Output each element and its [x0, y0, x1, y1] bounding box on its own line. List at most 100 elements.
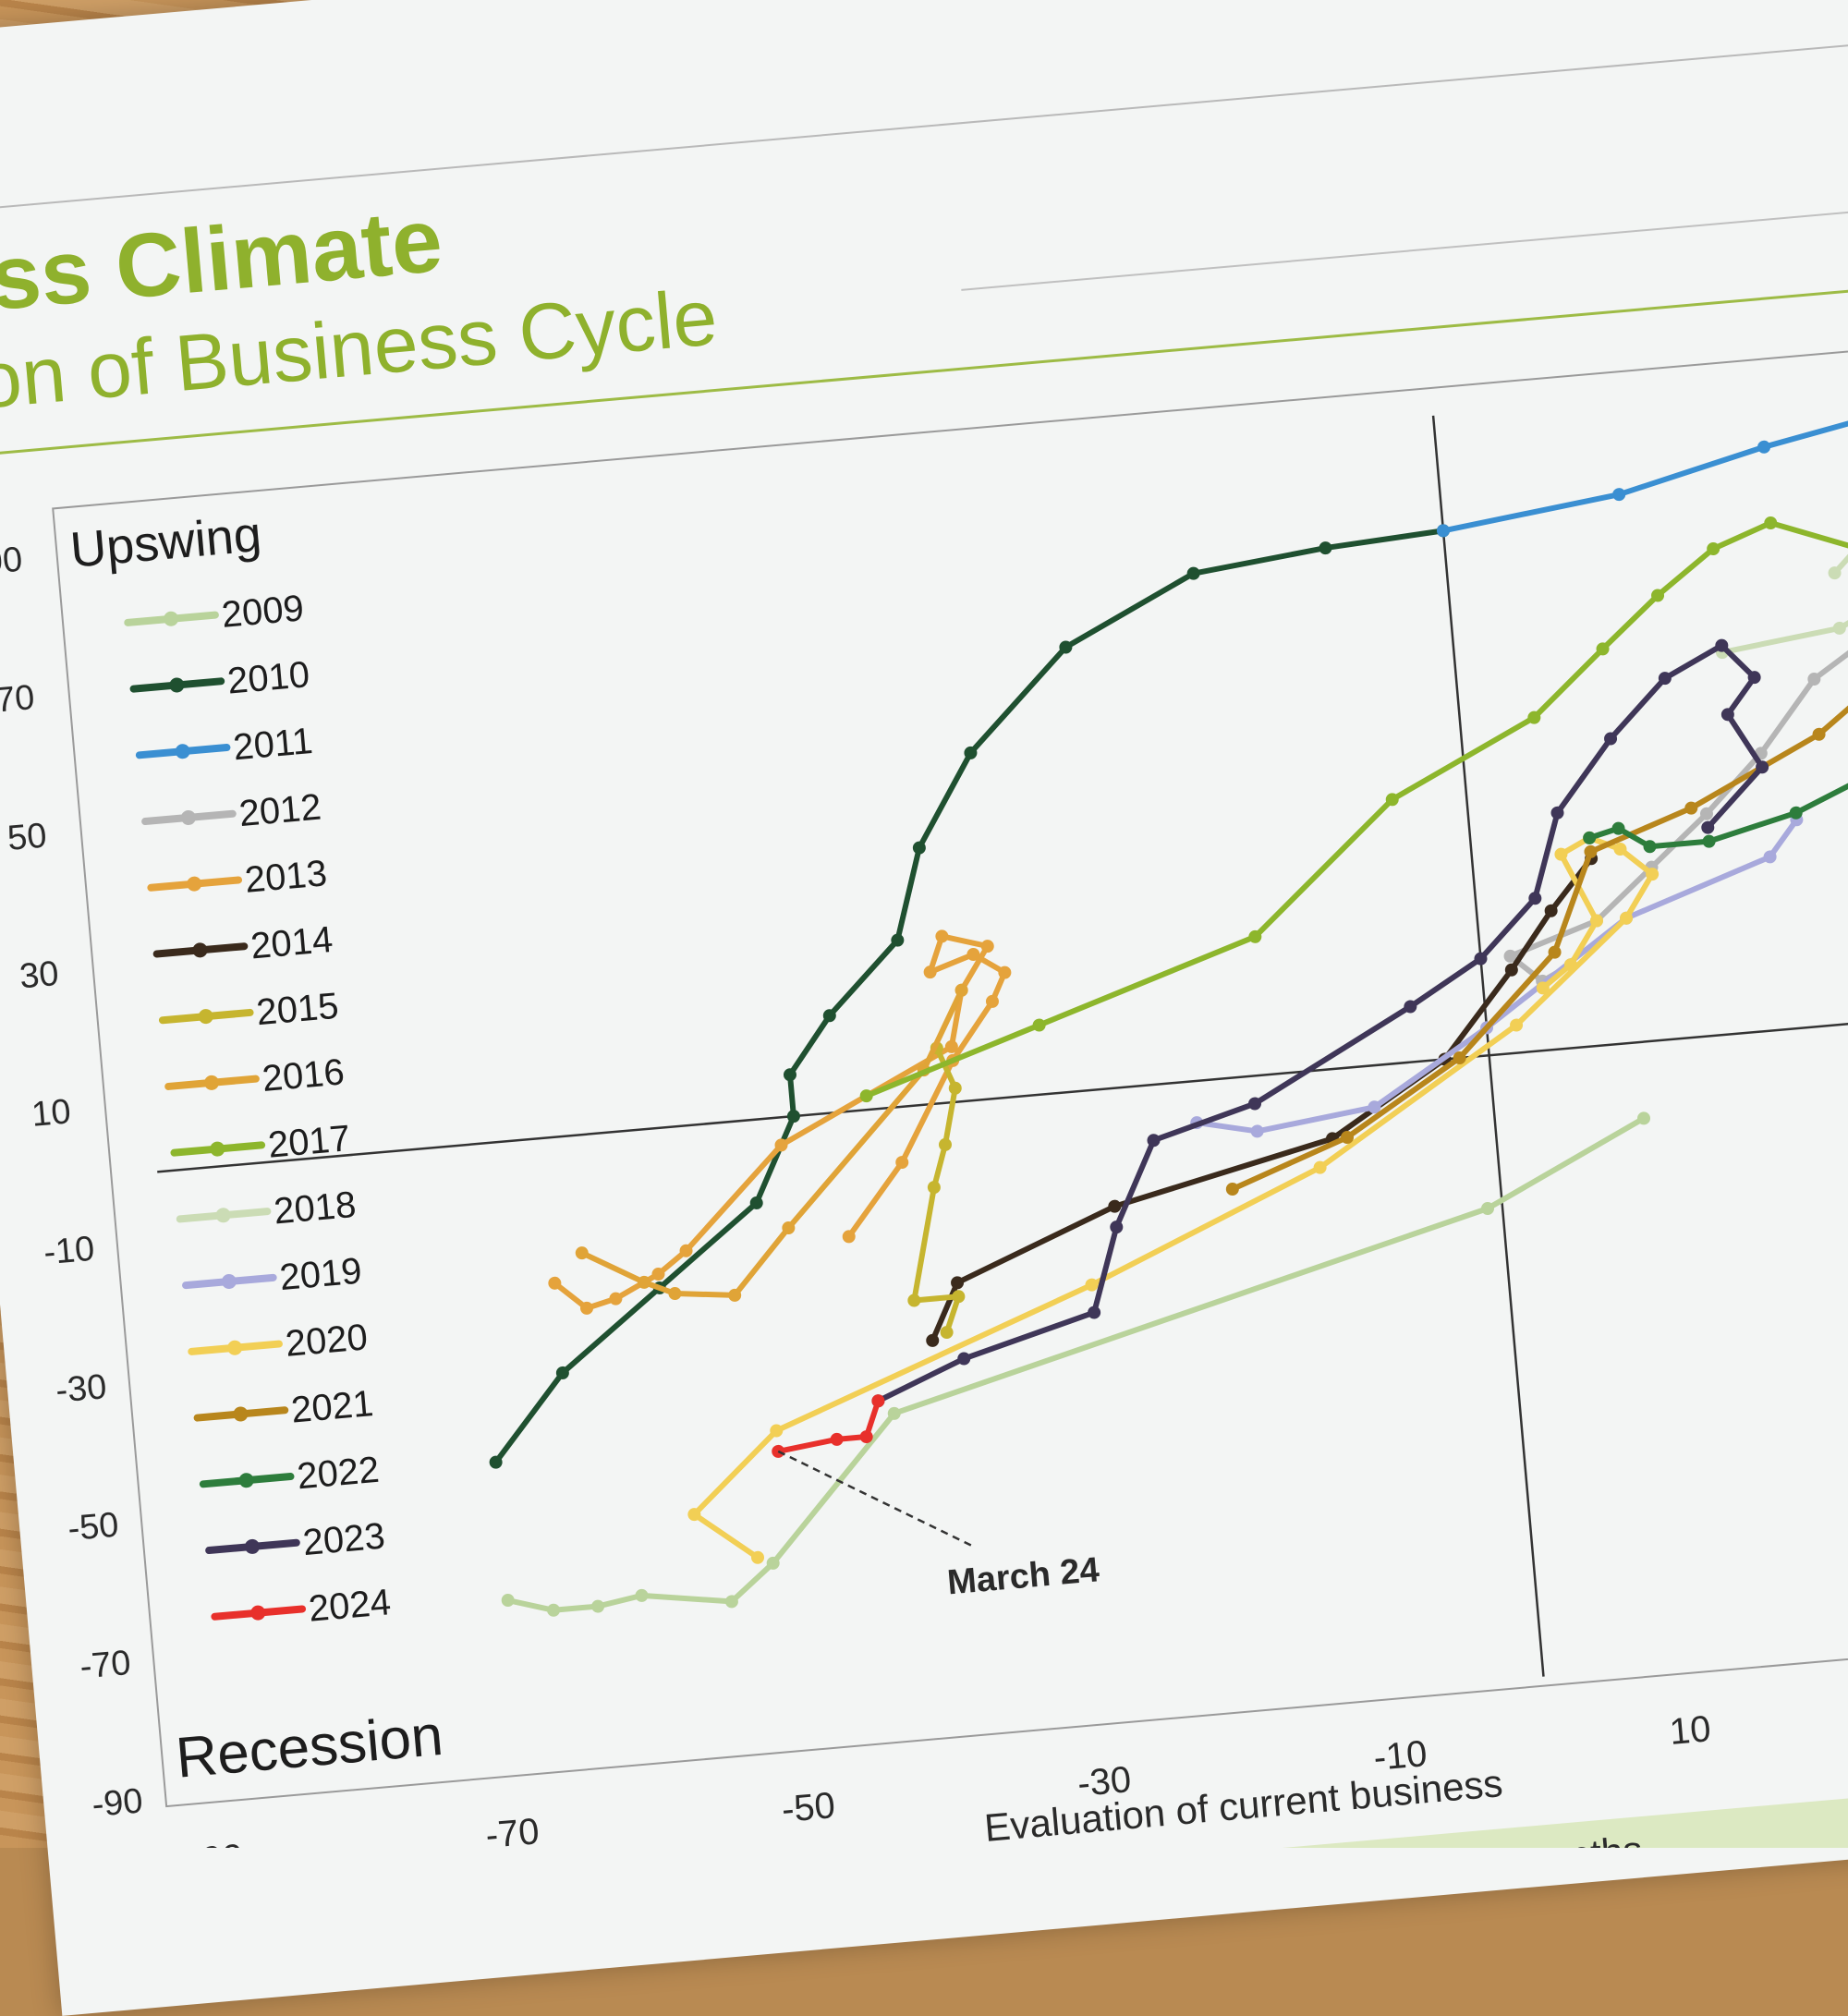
data-point-2021 — [1453, 1051, 1466, 1065]
legend-label-2023: 2023 — [301, 1515, 386, 1563]
data-point-2013 — [998, 965, 1012, 979]
legend-label-2020: 2020 — [284, 1317, 369, 1365]
x-tick-label: -70 — [484, 1811, 541, 1848]
recession-label: Recession — [174, 1704, 445, 1791]
data-point-2013 — [580, 1301, 594, 1315]
data-point-2013 — [548, 1276, 562, 1290]
data-point-2022 — [1611, 821, 1625, 835]
data-point-2013 — [609, 1292, 623, 1306]
legend-label-2013: 2013 — [243, 853, 328, 901]
data-point-2011 — [1612, 488, 1626, 502]
data-point-2020 — [1646, 868, 1660, 881]
y-tick-label: 90 — [0, 540, 24, 583]
data-point-2012 — [1699, 807, 1713, 820]
data-point-2009 — [501, 1594, 515, 1608]
legend-label-2014: 2014 — [249, 919, 334, 967]
y-tick-label: -70 — [79, 1644, 132, 1687]
x-tick-label: -50 — [780, 1785, 836, 1830]
business-cycle-chart: ness Climate ation of Business Cycle 907… — [0, 39, 1848, 1961]
data-point-2019 — [1250, 1124, 1264, 1138]
data-point-2023 — [1720, 708, 1734, 722]
data-point-2011 — [1436, 524, 1450, 538]
y-tick-label: -30 — [55, 1367, 108, 1411]
data-point-2016 — [668, 1287, 682, 1301]
data-point-2009 — [1481, 1202, 1495, 1216]
y-tick-labels: 90 70 50 30 10 -10 -30 -50 -70 -90 — [0, 540, 144, 1825]
data-point-2015 — [938, 1137, 952, 1151]
data-point-2023 — [1550, 806, 1564, 820]
data-point-2013 — [944, 1039, 958, 1053]
data-point-2023 — [1756, 760, 1769, 774]
data-point-2024 — [859, 1430, 873, 1444]
data-point-2013 — [935, 929, 949, 943]
series-line-2009 — [505, 1115, 1647, 1613]
data-point-2023 — [1701, 820, 1715, 834]
data-point-2015 — [952, 1290, 966, 1304]
data-point-2023 — [1248, 1097, 1262, 1111]
data-point-2010 — [891, 933, 905, 947]
series-layer — [489, 379, 1848, 1617]
data-point-2023 — [1747, 671, 1761, 685]
series-line-2017 — [863, 519, 1848, 1099]
data-point-2020 — [1510, 1018, 1524, 1032]
series-line-2021 — [1229, 509, 1848, 1192]
data-point-2017 — [1248, 929, 1262, 943]
data-point-2020 — [770, 1424, 784, 1438]
data-point-2017 — [1385, 793, 1399, 807]
data-point-2022 — [1643, 840, 1657, 854]
data-point-2010 — [783, 1068, 796, 1082]
data-point-2010 — [749, 1196, 763, 1209]
data-point-2023 — [1474, 952, 1488, 965]
data-point-2021 — [1225, 1182, 1239, 1196]
data-point-2010 — [489, 1455, 503, 1469]
data-point-2013 — [967, 947, 980, 961]
upswing-label: Upswing — [68, 506, 264, 578]
legend-marker-2013 — [187, 876, 202, 892]
legend-label-2010: 2010 — [225, 654, 310, 702]
data-point-2009 — [1636, 1111, 1650, 1125]
data-point-2021 — [1812, 727, 1826, 741]
legend-label-2021: 2021 — [289, 1383, 374, 1431]
data-point-2018 — [1832, 621, 1846, 635]
data-point-2017 — [1764, 516, 1778, 529]
data-point-2010 — [555, 1366, 569, 1379]
legend-label-2011: 2011 — [232, 721, 315, 768]
series-line-2024 — [775, 1398, 881, 1454]
series-line-2010 — [492, 528, 1446, 1465]
legend-label-2016: 2016 — [261, 1051, 346, 1099]
data-point-2020 — [687, 1508, 701, 1522]
data-point-2015 — [948, 1081, 962, 1095]
data-point-2009 — [591, 1599, 605, 1613]
y-tick-label: 50 — [6, 816, 48, 858]
data-point-2022 — [1789, 806, 1803, 820]
data-point-2014 — [1544, 904, 1558, 917]
header-rule — [0, 282, 1848, 467]
data-point-2009 — [724, 1595, 738, 1609]
data-point-2010 — [964, 746, 978, 759]
series-line-2011 — [1440, 379, 1848, 717]
data-point-2017 — [1032, 1018, 1046, 1032]
data-point-2010 — [1319, 541, 1332, 555]
data-point-2024 — [871, 1394, 885, 1408]
data-point-2015 — [907, 1293, 921, 1307]
data-point-2017 — [1651, 589, 1665, 602]
y-tick-label: -90 — [91, 1781, 144, 1825]
data-point-2014 — [951, 1276, 965, 1290]
legend: 2009 2010 2011 2012 2013 2014 2015 2016 2017 2018… — [124, 588, 393, 1630]
data-point-2023 — [1604, 732, 1618, 746]
data-point-2016 — [782, 1221, 796, 1235]
data-point-2023 — [1404, 1000, 1417, 1014]
data-point-2011 — [1757, 440, 1771, 454]
x-tick-label: -10 — [1372, 1733, 1429, 1779]
data-point-2020 — [1536, 981, 1550, 995]
data-point-2021 — [1684, 801, 1698, 815]
data-point-2009 — [766, 1556, 780, 1570]
legend-marker-2014 — [192, 942, 208, 958]
legend-marker-2024 — [250, 1605, 266, 1621]
data-point-2013 — [980, 940, 994, 953]
data-point-2023 — [1715, 638, 1729, 652]
data-point-2019 — [1368, 1100, 1381, 1114]
data-point-2018 — [1828, 566, 1842, 580]
data-point-2013 — [679, 1244, 693, 1257]
data-point-2010 — [822, 1009, 836, 1023]
